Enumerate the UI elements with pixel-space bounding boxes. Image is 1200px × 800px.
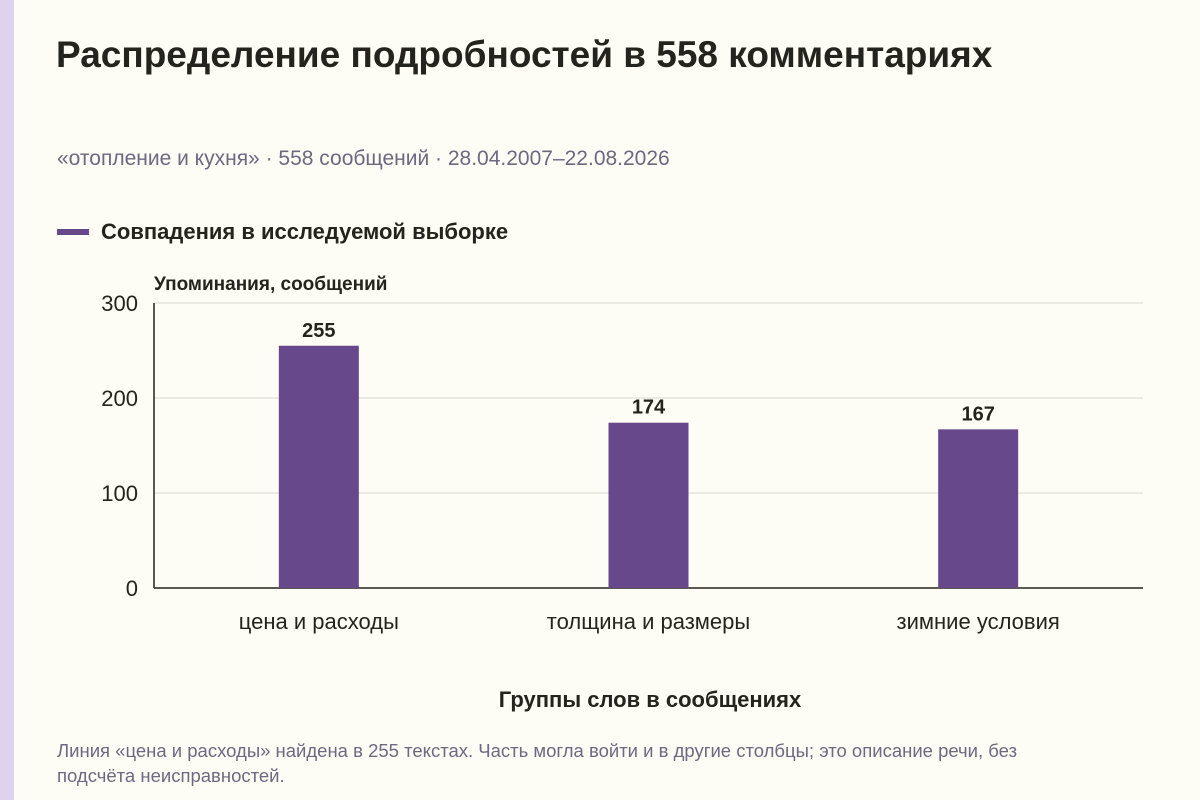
y-axis-label: Упоминания, сообщений [154, 274, 388, 295]
footnote: Линия «цена и расходы» найдена в 255 тек… [57, 740, 1018, 786]
y-tick-label: 100 [101, 481, 138, 506]
chart-subtitle: «отопление и кухня» · 558 сообщений · 28… [57, 147, 670, 170]
x-tick-label: зимние условия [897, 609, 1060, 634]
legend: Совпадения в исследуемой выборке [57, 219, 508, 245]
x-tick-label: толщина и размеры [547, 609, 750, 634]
y-tick-label: 0 [126, 576, 138, 601]
chart-title: Распределение подробностей в 558 коммент… [56, 34, 993, 75]
data-label: 255 [302, 320, 335, 342]
y-tick-label: 300 [101, 291, 138, 316]
bar [278, 345, 359, 588]
bar [938, 429, 1019, 588]
accent-strip [0, 0, 14, 800]
bar [608, 422, 689, 588]
legend-swatch [57, 229, 89, 235]
x-axis-label: Группы слов в сообщениях [498, 687, 802, 712]
y-tick-label: 200 [101, 386, 138, 411]
legend-label: Совпадения в исследуемой выборке [101, 219, 509, 244]
data-label: 174 [632, 397, 666, 419]
x-tick-label: цена и расходы [239, 609, 399, 634]
data-label: 167 [961, 403, 994, 425]
